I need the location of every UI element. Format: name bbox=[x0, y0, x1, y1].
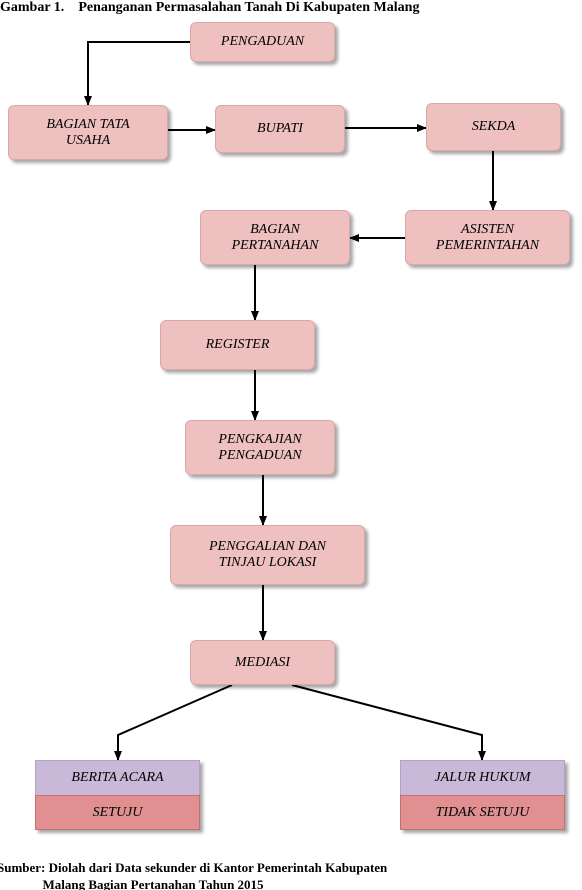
stack-bottom-label: SETUJU bbox=[93, 805, 143, 821]
stack-top-label: BERITA ACARA bbox=[71, 770, 163, 786]
figure-number: Gambar 1. bbox=[0, 0, 64, 15]
node-pertanahan: BAGIANPERTANAHAN bbox=[200, 210, 350, 265]
node-pengaduan: PENGADUAN bbox=[190, 22, 335, 62]
stack-bottom: TIDAK SETUJU bbox=[400, 795, 565, 830]
figure-source: Sumber: Diolah dari Data sekunder di Kan… bbox=[0, 860, 582, 890]
node-label: REGISTER bbox=[206, 337, 270, 353]
node-tata-usaha: BAGIAN TATAUSAHA bbox=[8, 105, 168, 160]
node-label: BAGIANPERTANAHAN bbox=[232, 222, 319, 254]
node-label: PENGGALIAN DANTINJAU LOKASI bbox=[209, 539, 326, 571]
stack-top-label: JALUR HUKUM bbox=[434, 770, 530, 786]
node-asisten: ASISTENPEMERINTAHAN bbox=[405, 210, 570, 265]
node-mediasi: MEDIASI bbox=[190, 640, 335, 685]
node-penggalian: PENGGALIAN DANTINJAU LOKASI bbox=[170, 525, 365, 585]
source-prefix: Sumber: bbox=[0, 860, 45, 875]
source-line2: Malang Bagian Pertanahan Tahun 2015 bbox=[43, 877, 264, 890]
node-label: BUPATI bbox=[257, 121, 303, 137]
node-pengkajian: PENGKAJIANPENGADUAN bbox=[185, 420, 335, 475]
stack-top: BERITA ACARA bbox=[35, 760, 200, 795]
node-label: PENGADUAN bbox=[221, 34, 304, 50]
stack-bottom-label: TIDAK SETUJU bbox=[436, 805, 530, 821]
node-label: SEKDA bbox=[472, 119, 516, 135]
stack-top: JALUR HUKUM bbox=[400, 760, 565, 795]
node-label: PENGKAJIANPENGADUAN bbox=[218, 432, 301, 464]
stack-right: JALUR HUKUM TIDAK SETUJU bbox=[400, 760, 565, 830]
figure-heading: Gambar 1. Penanganan Permasalahan Tanah … bbox=[0, 0, 419, 16]
source-line1: Diolah dari Data sekunder di Kantor Peme… bbox=[49, 860, 388, 875]
node-bupati: BUPATI bbox=[215, 105, 345, 153]
node-sekda: SEKDA bbox=[426, 103, 561, 151]
node-label: MEDIASI bbox=[235, 655, 290, 671]
node-label: ASISTENPEMERINTAHAN bbox=[436, 222, 539, 254]
stack-left: BERITA ACARA SETUJU bbox=[35, 760, 200, 830]
stack-bottom: SETUJU bbox=[35, 795, 200, 830]
node-register: REGISTER bbox=[160, 320, 315, 370]
node-label: BAGIAN TATAUSAHA bbox=[46, 117, 129, 149]
figure-title: Penanganan Permasalahan Tanah Di Kabupat… bbox=[78, 0, 419, 15]
diagram-stage: Gambar 1. Penanganan Permasalahan Tanah … bbox=[0, 0, 582, 890]
